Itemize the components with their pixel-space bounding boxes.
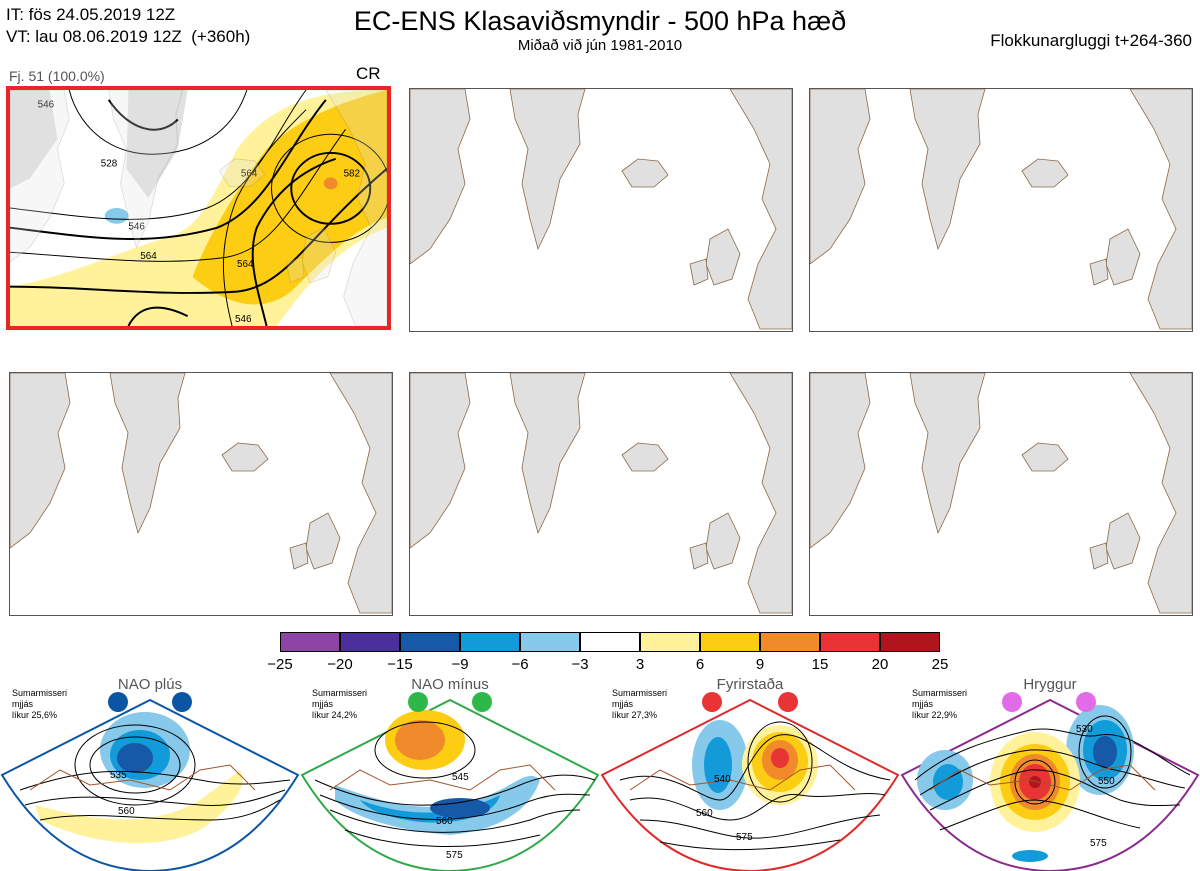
- regime-contour-label: 530: [1076, 724, 1093, 735]
- regime-name: Fyrirstaða: [716, 676, 784, 693]
- main-contour-label: 528: [101, 159, 118, 170]
- colorbar-cell: [700, 632, 760, 652]
- regime-contour-label: 575: [1090, 838, 1107, 849]
- cluster-map-4: [10, 373, 392, 614]
- colorbar-tick: 3: [635, 656, 645, 673]
- colorbar-cell: [400, 632, 460, 652]
- regime-contour-label: 575: [446, 850, 463, 861]
- regime-dot: [472, 692, 492, 712]
- main-contour-label: 546: [235, 314, 252, 325]
- colorbar-cell: [880, 632, 940, 652]
- cluster-map-3: [810, 89, 1192, 330]
- regime-season: Sumarmisseri: [312, 688, 368, 698]
- regime-ridge[interactable]: 530 550 575 Hryggur Sumarmisseri mjjás lík…: [900, 670, 1200, 871]
- cluster-map-2: [410, 89, 792, 330]
- colorbar-tick: 9: [755, 656, 765, 673]
- colorbar-cell: [460, 632, 520, 652]
- cluster-panel-main[interactable]: 546 564 582 528 546 564 546 564: [6, 86, 391, 330]
- regime-dot: [1002, 692, 1022, 712]
- regime-contour-label: 560: [436, 816, 453, 827]
- classification-window: Flokkunargluggi t+264-360: [990, 31, 1192, 50]
- colorbar-cell: [580, 632, 640, 652]
- regime-dot: [108, 692, 128, 712]
- regime-info: Sumarmisseri mjjás líkur 22,9%: [912, 688, 967, 721]
- cluster-panel-5[interactable]: [409, 372, 793, 616]
- regime-season: Sumarmisseri: [912, 688, 968, 698]
- regime-prob: líkur 22,9%: [912, 710, 958, 720]
- regime-name: NAO plús: [117, 676, 183, 693]
- regime-contour-label: 560: [696, 808, 713, 819]
- regime-map: 530 550 575: [900, 692, 1200, 871]
- colorbar-tick: −6: [511, 656, 529, 673]
- regime-dot: [1076, 692, 1096, 712]
- regime-name: Hryggur: [1023, 676, 1077, 693]
- colorbar-cell: [280, 632, 340, 652]
- colorbar-tick: −15: [387, 656, 413, 673]
- colorbar-tick: −3: [571, 656, 589, 673]
- colorbar-tick: −20: [327, 656, 353, 673]
- cluster-map-5: [410, 373, 792, 614]
- regime-info: Sumarmisseri mjjás líkur 24,2%: [312, 688, 367, 721]
- colorbar-tick: −9: [451, 656, 469, 673]
- colorbar-cell: [340, 632, 400, 652]
- page-subtitle: Miðað við jún 1981-2010: [517, 37, 683, 54]
- regime-contour-label: 550: [1098, 776, 1115, 787]
- cluster-map-main: 546 564 582 528 546 564 546 564: [10, 90, 387, 326]
- colorbar-cell: [520, 632, 580, 652]
- colorbar-tick: 20: [871, 656, 889, 673]
- regime-measure: mjjás: [912, 699, 934, 709]
- colorbar-cell: [760, 632, 820, 652]
- colorbar-tick: 6: [695, 656, 705, 673]
- main-contour-label: 582: [344, 169, 360, 180]
- cluster-label: Fj. 51 (100.0%): [9, 68, 105, 84]
- regime-season: Sumarmisseri: [12, 688, 68, 698]
- colorbar-cell: [640, 632, 700, 652]
- regime-season: Sumarmisseri: [612, 688, 668, 698]
- colorbar-tick: −25: [267, 656, 293, 673]
- main-contour-label: 564: [237, 259, 254, 270]
- regime-dot: [778, 692, 798, 712]
- cluster-panel-3[interactable]: [809, 88, 1193, 332]
- regime-name: NAO mínus: [411, 676, 489, 693]
- regime-dot: [408, 692, 428, 712]
- regime-contour-label: 560: [118, 806, 135, 817]
- valid-time: VT: lau 08.06.2019 12Z (+360h): [6, 27, 251, 46]
- regime-contour-label: 545: [452, 772, 469, 783]
- regime-prob: líkur 25,6%: [12, 710, 58, 720]
- colorbar-tick: 25: [931, 656, 949, 673]
- page-title: EC-ENS Klasaviðsmyndir - 500 hPa hæð: [353, 6, 847, 36]
- cluster-panel-6[interactable]: [809, 372, 1193, 616]
- regime-map: 540 560 575: [600, 692, 900, 871]
- regime-nao-minus[interactable]: 545 560 575 NAO mínus Sumarmisseri mjjás l…: [300, 670, 600, 871]
- main-contour-label: 564: [140, 251, 157, 262]
- regime-nao-plus[interactable]: 535 560 NAO plús Sumarmisseri mjjás líkur …: [0, 670, 300, 871]
- regime-contour-label: 540: [714, 774, 731, 785]
- regime-dot: [172, 692, 192, 712]
- initial-time: IT: fös 24.05.2019 12Z: [6, 5, 176, 24]
- regime-measure: mjjás: [612, 699, 634, 709]
- cluster-code: CR: [356, 64, 381, 83]
- regime-dot: [702, 692, 722, 712]
- regime-info: Sumarmisseri mjjás líkur 25,6%: [12, 688, 67, 721]
- cluster-map-6: [810, 373, 1192, 614]
- regime-measure: mjjás: [312, 699, 334, 709]
- cluster-panel-2[interactable]: [409, 88, 793, 332]
- regime-prob: líkur 27,3%: [612, 710, 658, 720]
- regime-contour-label: 575: [736, 832, 753, 843]
- regime-measure: mjjás: [12, 699, 34, 709]
- colorbar-cell: [820, 632, 880, 652]
- regime-prob: líkur 24,2%: [312, 710, 358, 720]
- cluster-panel-4[interactable]: [9, 372, 393, 616]
- regime-map: 535 560: [0, 692, 300, 871]
- regime-contour-label: 535: [110, 770, 127, 781]
- header-info: IT: fös 24.05.2019 12Z VT: lau 08.06.2019…: [6, 4, 250, 48]
- regime-info: Sumarmisseri mjjás líkur 27,3%: [612, 688, 667, 721]
- regime-blocking[interactable]: 540 560 575 Fyrirstaða Sumarmisseri mjjás…: [600, 670, 900, 871]
- colorbar-tick: 15: [811, 656, 829, 673]
